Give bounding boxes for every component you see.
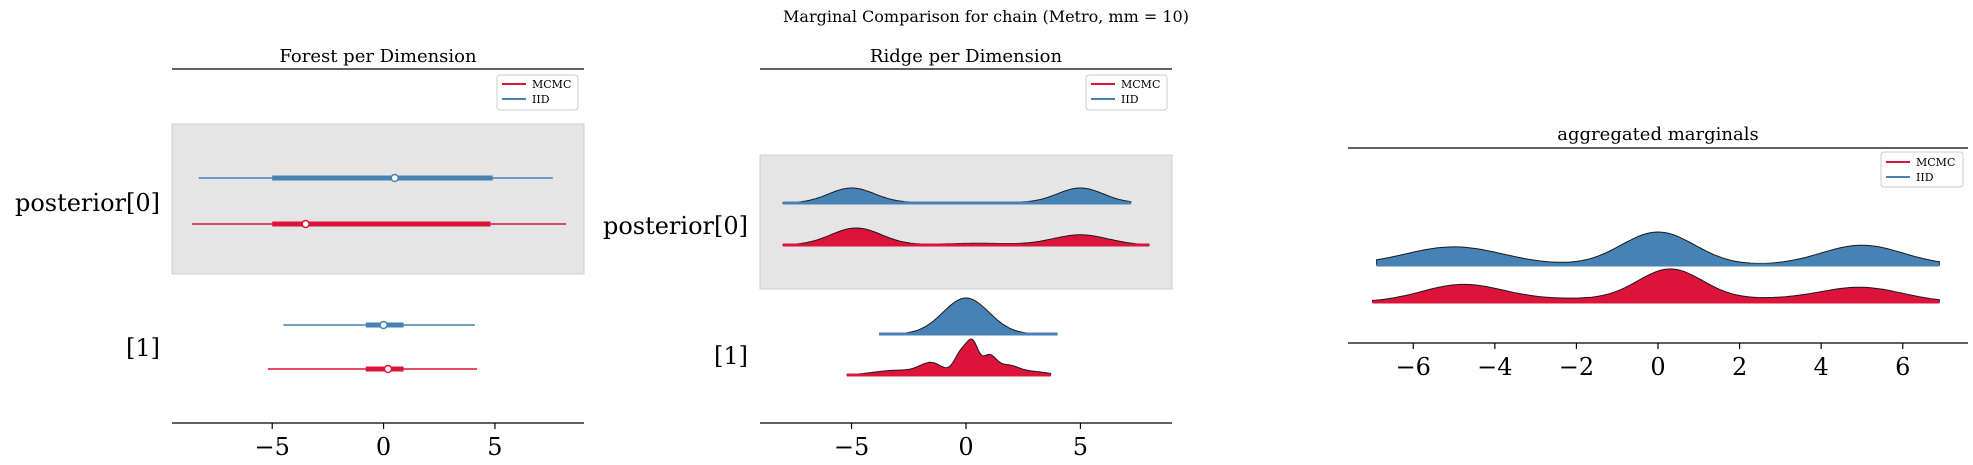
ridge-mcmc xyxy=(782,227,1150,246)
x-ticks: −5 0 5 xyxy=(255,423,503,461)
legend-label-mcmc: MCMC xyxy=(1916,156,1955,169)
center-point-mcmc xyxy=(383,364,393,374)
x-tick-label: −2 xyxy=(1559,353,1594,381)
x-tick-label: 0 xyxy=(376,433,391,461)
aggregated-marks xyxy=(1371,231,1940,304)
highlight-band-posterior0 xyxy=(171,123,585,275)
legend: MCMC IID xyxy=(1085,74,1168,111)
legend-label-iid: IID xyxy=(532,93,550,106)
x-tick-label: 2 xyxy=(1732,353,1747,381)
x-tick-label: 0 xyxy=(1650,353,1665,381)
ridge-iid xyxy=(879,297,1058,335)
panel-title: Forest per Dimension xyxy=(279,46,477,67)
legend: MCMC IID xyxy=(1880,151,1964,188)
x-tick-label: 5 xyxy=(487,433,502,461)
x-tick-label: 5 xyxy=(1073,433,1088,461)
panel-title: aggregated marginals xyxy=(1557,124,1758,145)
suptitle: Marginal Comparison for chain (Metro, mm… xyxy=(783,7,1189,26)
x-tick-label: 4 xyxy=(1814,353,1829,381)
x-tick-label: 0 xyxy=(958,433,973,461)
legend: MCMC IID xyxy=(496,74,579,111)
center-point-iid xyxy=(390,173,399,183)
row-label-1: [1] xyxy=(126,334,160,362)
highlight-band-posterior0 xyxy=(759,154,1173,290)
x-ticks: −6 −4 −2 0 2 4 6 xyxy=(1396,343,1910,381)
ridge-panel: Ridge per Dimension posterior[0] [1] MCM… xyxy=(603,46,1173,461)
x-tick-label: −4 xyxy=(1477,353,1512,381)
x-tick-label: −5 xyxy=(255,433,290,461)
x-tick-label: 6 xyxy=(1895,353,1910,381)
x-tick-label: −6 xyxy=(1396,353,1431,381)
row-label-1: [1] xyxy=(714,342,748,370)
legend-label-mcmc: MCMC xyxy=(532,78,571,91)
row-label-posterior0: posterior[0] xyxy=(603,212,748,240)
panel-title: Ridge per Dimension xyxy=(870,46,1063,67)
aggregated-iid xyxy=(1376,231,1940,266)
legend-label-iid: IID xyxy=(1916,171,1934,184)
aggregated-mcmc xyxy=(1371,268,1940,303)
forest-marks xyxy=(192,173,567,374)
center-point-iid xyxy=(379,320,388,330)
row-label-posterior0: posterior[0] xyxy=(15,189,160,217)
ridge-marks xyxy=(782,187,1150,377)
legend-box xyxy=(1880,151,1964,188)
legend-label-mcmc: MCMC xyxy=(1121,78,1160,91)
legend-label-iid: IID xyxy=(1121,93,1139,106)
forest-panel: Forest per Dimension posterior[0] [1] MC… xyxy=(15,46,585,461)
ridge-mcmc xyxy=(846,338,1052,376)
x-ticks: −5 0 5 xyxy=(834,423,1088,461)
center-point-mcmc xyxy=(301,219,310,229)
aggregated-panel: aggregated marginals MCMC IID −6 −4 −2 0 2 4 6 xyxy=(1348,124,1968,381)
x-tick-label: −5 xyxy=(834,433,869,461)
